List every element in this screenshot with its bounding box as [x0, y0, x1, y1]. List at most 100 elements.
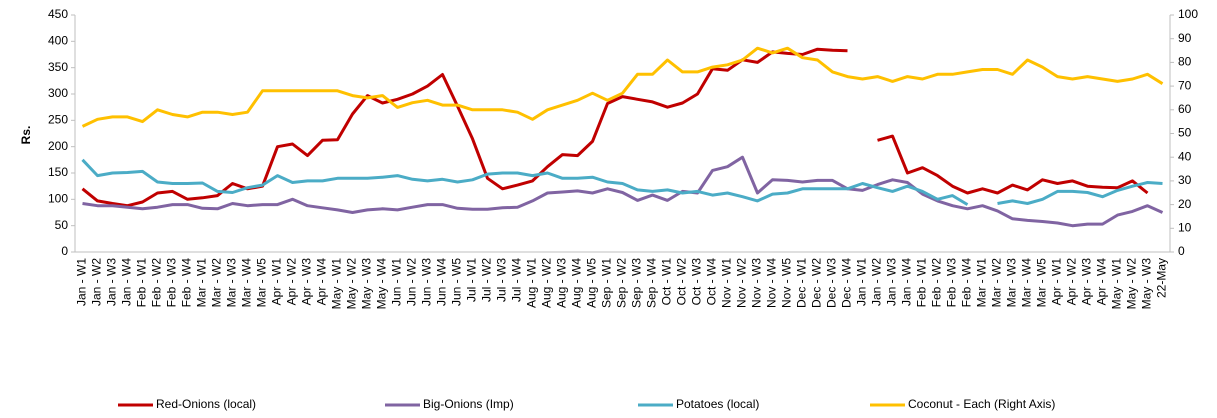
x-tick-label: Feb - W4 — [960, 258, 974, 308]
x-tick-label: Feb - W3 — [165, 258, 179, 308]
series-line — [82, 155, 1164, 228]
x-tick-label: Nov - W5 — [780, 258, 794, 308]
x-tick-label: Sep - W4 — [645, 258, 659, 308]
legend-label: Coconut - Each (Right Axis) — [908, 397, 1055, 411]
x-tick-label: Jan - W4 — [900, 258, 914, 306]
x-tick-label: Feb - W4 — [180, 258, 194, 308]
y2-tick-label: 70 — [1178, 78, 1192, 92]
series-line — [81, 47, 1149, 208]
x-tick-label: Nov - W4 — [765, 258, 779, 308]
x-tick-label: Sep - W2 — [615, 258, 629, 308]
x-tick-label: Jul - W1 — [465, 258, 479, 302]
x-tick-label: Jan - W2 — [90, 258, 104, 306]
x-tick-label: Mar - W2 — [990, 258, 1004, 308]
x-tick-label: Jul - W4 — [510, 258, 524, 302]
x-tick-label: Dec - W3 — [825, 258, 839, 308]
x-tick-label: May - W4 — [375, 258, 389, 310]
x-tick-label: Jan - W3 — [105, 258, 119, 306]
x-tick-label: Jun - W2 — [405, 258, 419, 306]
y-tick-label: 350 — [48, 60, 68, 74]
x-tick-label: Jun - W3 — [420, 258, 434, 306]
x-tick-label: Jan - W3 — [885, 258, 899, 306]
x-tick-label: Jun - W5 — [450, 258, 464, 306]
y2-tick-label: 80 — [1178, 55, 1192, 69]
x-tick-label: Dec - W1 — [795, 258, 809, 308]
x-tick-label: Aug - W5 — [585, 258, 599, 308]
x-tick-label: Jul - W2 — [480, 258, 494, 302]
x-tick-label: Jun - W4 — [435, 258, 449, 306]
x-tick-label: Oct - W4 — [705, 258, 719, 306]
x-tick-label: Jan - W1 — [75, 258, 89, 306]
y-tick-label: 250 — [48, 113, 68, 127]
x-tick-label: Jan - W4 — [120, 258, 134, 306]
x-tick-label: Apr - W2 — [1065, 258, 1079, 306]
x-tick-label: Aug - W4 — [570, 258, 584, 308]
x-tick-label: Apr - W3 — [300, 258, 314, 306]
x-tick-label: Apr - W1 — [270, 258, 284, 306]
y2-tick-label: 60 — [1178, 102, 1192, 116]
x-tick-label: Mar - W5 — [255, 258, 269, 308]
y-tick-label: 100 — [48, 192, 68, 206]
y2-tick-label: 30 — [1178, 173, 1192, 187]
x-tick-label: Sep - W1 — [600, 258, 614, 308]
x-tick-label: Mar - W3 — [1005, 258, 1019, 308]
y2-tick-label: 0 — [1178, 244, 1185, 258]
legend-label: Big-Onions (Imp) — [423, 397, 514, 411]
y-tick-label: 150 — [48, 165, 68, 179]
x-tick-label: Feb - W2 — [150, 258, 164, 308]
y-tick-label: 400 — [48, 34, 68, 48]
x-tick-label: Dec - W4 — [840, 258, 854, 308]
x-tick-label: Sep - W3 — [630, 258, 644, 308]
x-tick-label: Feb - W3 — [945, 258, 959, 308]
x-tick-label: Apr - W4 — [1095, 258, 1109, 306]
y2-tick-label: 100 — [1178, 7, 1198, 21]
series-line — [81, 46, 1164, 128]
y2-tick-label: 40 — [1178, 149, 1192, 163]
x-tick-label: Aug - W3 — [555, 258, 569, 308]
y2-tick-label: 20 — [1178, 197, 1192, 211]
legend-label: Potatoes (local) — [676, 397, 759, 411]
x-tick-label: May - W1 — [1110, 258, 1124, 310]
x-tick-label: Apr - W4 — [315, 258, 329, 306]
legend-label: Red-Onions (local) — [156, 397, 256, 411]
x-tick-label: Oct - W1 — [660, 258, 674, 306]
x-tick-label: Apr - W3 — [1080, 258, 1094, 306]
x-tick-label: Jul - W3 — [495, 258, 509, 302]
x-tick-label: Nov - W1 — [720, 258, 734, 308]
x-tick-label: Feb - W2 — [930, 258, 944, 308]
x-tick-label: Feb - W1 — [135, 258, 149, 308]
x-tick-label: Mar - W4 — [240, 258, 254, 308]
y-tick-label: 450 — [48, 7, 68, 21]
x-tick-label: Dec - W2 — [810, 258, 824, 308]
x-tick-label: Mar - W3 — [225, 258, 239, 308]
y2-tick-label: 50 — [1178, 126, 1192, 140]
x-tick-label: Mar - W2 — [210, 258, 224, 308]
y-tick-label: 300 — [48, 86, 68, 100]
x-tick-label: Jan - W1 — [855, 258, 869, 306]
y-tick-label: 0 — [61, 244, 68, 258]
x-tick-label: May - W2 — [345, 258, 359, 310]
x-tick-label: Aug - W1 — [525, 258, 539, 308]
x-tick-label: Jan - W2 — [870, 258, 884, 306]
x-tick-label: May - W2 — [1125, 258, 1139, 310]
x-tick-label: Oct - W2 — [675, 258, 689, 306]
series-line — [81, 158, 1163, 206]
x-tick-label: May - W3 — [1140, 258, 1154, 310]
y2-tick-label: 90 — [1178, 31, 1192, 45]
x-tick-label: Nov - W2 — [735, 258, 749, 308]
x-tick-label: Jun - W1 — [390, 258, 404, 306]
x-tick-label: Nov - W3 — [750, 258, 764, 308]
x-tick-label: Oct - W3 — [690, 258, 704, 306]
y-tick-label: 50 — [55, 218, 69, 232]
y2-tick-label: 10 — [1178, 220, 1192, 234]
x-tick-label: 22-May — [1155, 258, 1169, 298]
x-tick-label: Mar - W5 — [1035, 258, 1049, 308]
x-tick-label: Feb - W1 — [915, 258, 929, 308]
x-tick-label: Mar - W4 — [1020, 258, 1034, 308]
x-tick-label: Aug - W2 — [540, 258, 554, 308]
x-tick-label: Mar - W1 — [975, 258, 989, 308]
x-tick-label: May - W1 — [330, 258, 344, 310]
x-tick-label: Apr - W1 — [1050, 258, 1064, 306]
y-axis-label: Rs. — [19, 126, 33, 145]
